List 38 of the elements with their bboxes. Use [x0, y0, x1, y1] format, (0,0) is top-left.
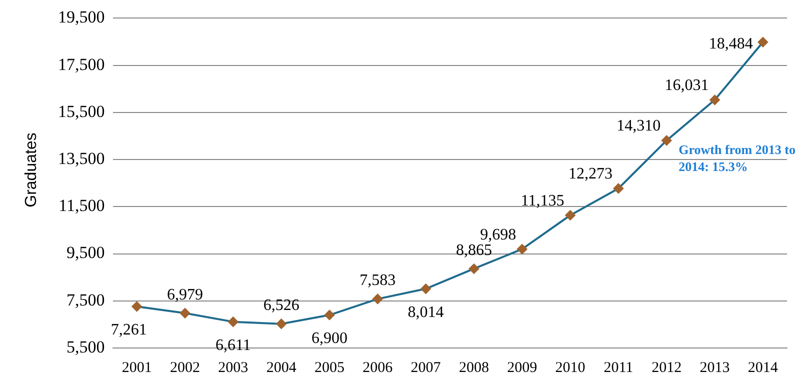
data-label: 14,310: [616, 118, 661, 135]
data-label: 9,698: [480, 226, 516, 244]
data-label: 7,261: [110, 322, 147, 339]
x-tick-label: 2006: [362, 360, 394, 376]
y-tick-label: 17,500: [58, 54, 105, 74]
data-label: 11,135: [520, 192, 564, 210]
data-label: 8,014: [408, 304, 444, 321]
y-tick-label: 5,500: [66, 337, 105, 356]
data-label: 6,900: [311, 330, 348, 348]
x-tick-label: 2013: [700, 360, 730, 376]
x-tick-label: 2001: [122, 360, 152, 376]
x-tick-label: 2011: [604, 360, 634, 376]
x-tick-label: 2008: [458, 360, 489, 376]
y-tick-label: 9,500: [66, 243, 105, 262]
x-tick-label: 2004: [266, 360, 297, 376]
data-label: 6,611: [215, 337, 251, 354]
data-label: 8,865: [456, 242, 492, 259]
y-axis-title: Graduates: [23, 132, 41, 208]
x-tick-label: 2005: [314, 360, 344, 376]
x-tick-label: 2014: [748, 360, 778, 376]
data-label: 16,031: [664, 77, 709, 94]
data-label: 6,979: [166, 286, 203, 304]
x-tick-label: 2007: [410, 360, 442, 376]
y-tick-label: 15,500: [58, 102, 105, 121]
x-tick-label: 2003: [218, 360, 248, 376]
x-tick-label: 2009: [507, 360, 538, 376]
y-tick-label: 7,500: [66, 290, 105, 310]
x-tick-label: 2012: [652, 360, 682, 376]
x-tick-label: 2002: [170, 360, 200, 376]
data-label: 7,583: [360, 272, 396, 290]
x-tick-label: 2010: [555, 360, 586, 376]
y-tick-label: 11,500: [58, 196, 105, 216]
data-label: 6,526: [263, 297, 300, 314]
annotation: Growth from 2013 to 2014: 15.3%: [678, 142, 796, 174]
y-tick-label: 13,500: [58, 149, 105, 168]
data-label: 18,484: [708, 35, 753, 52]
y-tick-label: 19,500: [58, 8, 105, 27]
data-label: 12,273: [568, 166, 612, 183]
